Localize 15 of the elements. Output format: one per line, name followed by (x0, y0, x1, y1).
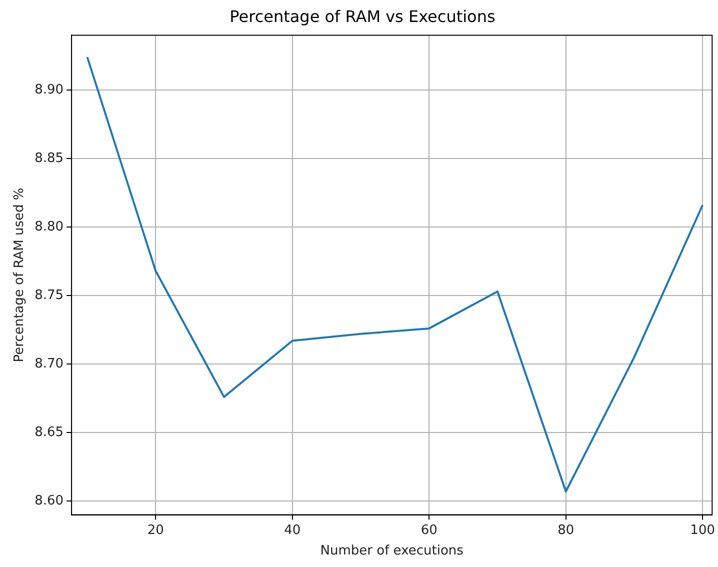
x-tick-label: 20 (147, 522, 164, 538)
x-tick-label: 100 (690, 522, 715, 538)
x-axis-title: Number of executions (320, 544, 464, 559)
y-tick-label: 8.85 (34, 150, 64, 166)
x-tick-label: 40 (284, 522, 301, 538)
y-tick-label: 8.65 (34, 424, 64, 440)
chart-title: Percentage of RAM vs Executions (230, 6, 496, 26)
x-tick-label: 80 (558, 522, 574, 538)
y-tick-label: 8.75 (34, 288, 64, 303)
y-tick-label: 8.70 (34, 356, 64, 372)
y-tick-label: 8.90 (34, 82, 64, 98)
y-tick-label: 8.60 (34, 493, 64, 508)
y-axis-title: Percentage of RAM used % (12, 188, 28, 362)
x-tick-label: 60 (420, 522, 438, 538)
y-tick-label: 8.80 (34, 219, 64, 234)
